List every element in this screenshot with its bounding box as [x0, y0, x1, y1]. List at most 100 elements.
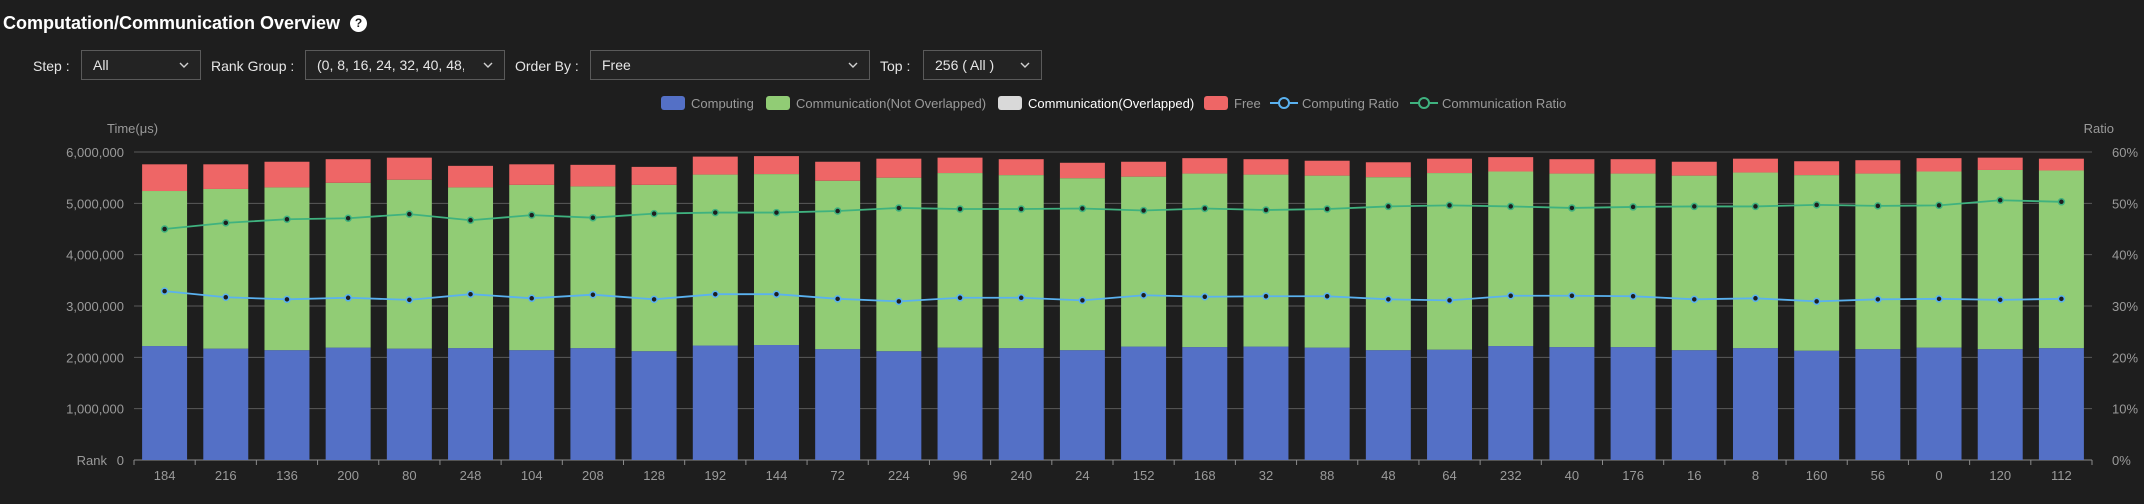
bar-communication-not-overlapped [631, 184, 677, 352]
x-tick-label: 112 [2051, 468, 2072, 483]
help-icon[interactable]: ? [350, 14, 368, 32]
bar-free [1365, 162, 1411, 178]
bar-free [692, 156, 738, 175]
y-tick-label: 5,000,000 [66, 196, 124, 211]
y2-tick-label: 30% [2112, 299, 2138, 314]
legend-label-comm-overlapped: Communication(Overlapped) [1028, 95, 1195, 111]
bar-computing [631, 351, 677, 460]
communication-ratio-point [344, 214, 352, 222]
x-tick-label: 136 [276, 468, 298, 483]
y-tick-label: 3,000,000 [66, 299, 124, 314]
x-tick-label: 56 [1871, 468, 1885, 483]
computing-ratio-point [1690, 295, 1699, 304]
computing-ratio-point [405, 296, 414, 304]
bar-communication-not-overlapped [509, 184, 555, 351]
bar-communication-not-overlapped [1732, 172, 1778, 349]
y2-tick-label: 10% [2112, 402, 2138, 417]
bar-computing [815, 349, 861, 460]
bar-communication-not-overlapped [1427, 173, 1473, 350]
computing-ratio-point [1078, 296, 1087, 305]
bar-computing [509, 350, 555, 460]
bar-computing [2038, 348, 2084, 460]
x-tick-label: 48 [1381, 468, 1395, 483]
bar-communication-not-overlapped [1610, 173, 1656, 348]
computing-ratio-point [711, 290, 720, 298]
legend-line-icon-communication-ratio [1410, 97, 1438, 109]
y-tick-label: 2,000,000 [66, 350, 124, 365]
legend-label-communication-ratio: Communication Ratio [1442, 95, 1567, 111]
communication-ratio-point [1139, 206, 1148, 215]
bar-computing [1855, 349, 1901, 460]
communication-ratio-point [956, 205, 964, 213]
computing-ratio-point [466, 290, 475, 298]
communication-ratio-point [895, 204, 903, 212]
x-tick-label: 128 [643, 468, 665, 483]
communication-ratio-point [1078, 204, 1087, 213]
step-select-value: All [93, 57, 109, 73]
y2-tick-label: 50% [2112, 196, 2138, 211]
bar-free [1243, 159, 1289, 175]
x-tick-label: 200 [337, 468, 359, 483]
rank-group-select[interactable]: (0, 8, 16, 24, 32, 40, 48, ... [305, 50, 505, 80]
communication-ratio-point [833, 207, 842, 215]
bar-free [325, 159, 371, 183]
bar-free [1488, 157, 1534, 172]
legend-label-free: Free [1234, 95, 1261, 111]
top-select[interactable]: 256 ( All ) [923, 50, 1042, 80]
communication-ratio-point [711, 208, 720, 217]
legend-item-computing-ratio[interactable]: Computing Ratio [1270, 94, 1399, 112]
bar-free [815, 161, 861, 181]
computing-ratio-point [956, 294, 964, 302]
y2-tick-label: 60% [2112, 145, 2138, 160]
legend-swatch-comm-not-overlapped [766, 96, 790, 110]
bar-computing [1059, 350, 1105, 460]
bar-communication-not-overlapped [1182, 173, 1228, 348]
computing-ratio-point [1323, 292, 1331, 300]
legend-item-comm-overlapped[interactable]: Communication(Overlapped) [998, 94, 1194, 112]
order-by-select-value: Free [602, 57, 631, 73]
legend-item-comm-not-overlapped[interactable]: Communication(Not Overlapped) [766, 94, 986, 112]
bar-free [386, 157, 432, 180]
communication-ratio-point [650, 209, 658, 218]
bar-free [1610, 159, 1656, 174]
computing-ratio-line [164, 290, 2062, 303]
computing-ratio-point [1996, 296, 2004, 304]
legend-swatch-free [1204, 96, 1228, 110]
legend-line-icon-computing-ratio [1270, 97, 1298, 109]
step-select[interactable]: All [81, 50, 201, 80]
x-tick-label: 64 [1442, 468, 1456, 483]
bar-free [937, 157, 983, 174]
bar-free [1059, 162, 1105, 179]
top-label: Top : [880, 58, 911, 74]
x-tick-label: 80 [402, 468, 416, 483]
communication-ratio-point [1751, 202, 1760, 211]
order-by-select[interactable]: Free [590, 50, 870, 80]
bar-computing [1427, 349, 1473, 460]
x-tick-label: 184 [154, 468, 176, 483]
communication-ratio-point [1262, 206, 1270, 214]
legend-item-computing[interactable]: Computing [661, 94, 754, 112]
bar-free [509, 164, 555, 185]
legend-item-communication-ratio[interactable]: Communication Ratio [1410, 94, 1566, 112]
computing-ratio-point [160, 287, 169, 295]
legend-item-free[interactable]: Free [1204, 94, 1261, 112]
legend-label-computing-ratio: Computing Ratio [1302, 95, 1399, 111]
page-header: Computation/Communication Overview ? [3, 10, 368, 36]
x-tick-label: 16 [1687, 468, 1701, 483]
bar-computing [1794, 350, 1840, 460]
bar-communication-not-overlapped [692, 174, 738, 346]
bar-computing [1671, 350, 1717, 460]
bar-computing [1732, 348, 1778, 460]
communication-ratio-point [466, 216, 475, 225]
bar-computing [448, 348, 494, 460]
bar-communication-not-overlapped [448, 187, 494, 349]
bar-communication-not-overlapped [203, 188, 249, 349]
bar-communication-not-overlapped [1243, 174, 1289, 347]
x-tick-label: 104 [521, 468, 543, 483]
communication-ratio-point [1629, 203, 1637, 211]
bar-computing [264, 350, 310, 460]
bar-free [1427, 158, 1473, 174]
communication-ratio-point [1506, 202, 1515, 211]
x-tick-label: 248 [460, 468, 482, 483]
computing-ratio-point [1445, 296, 1454, 305]
